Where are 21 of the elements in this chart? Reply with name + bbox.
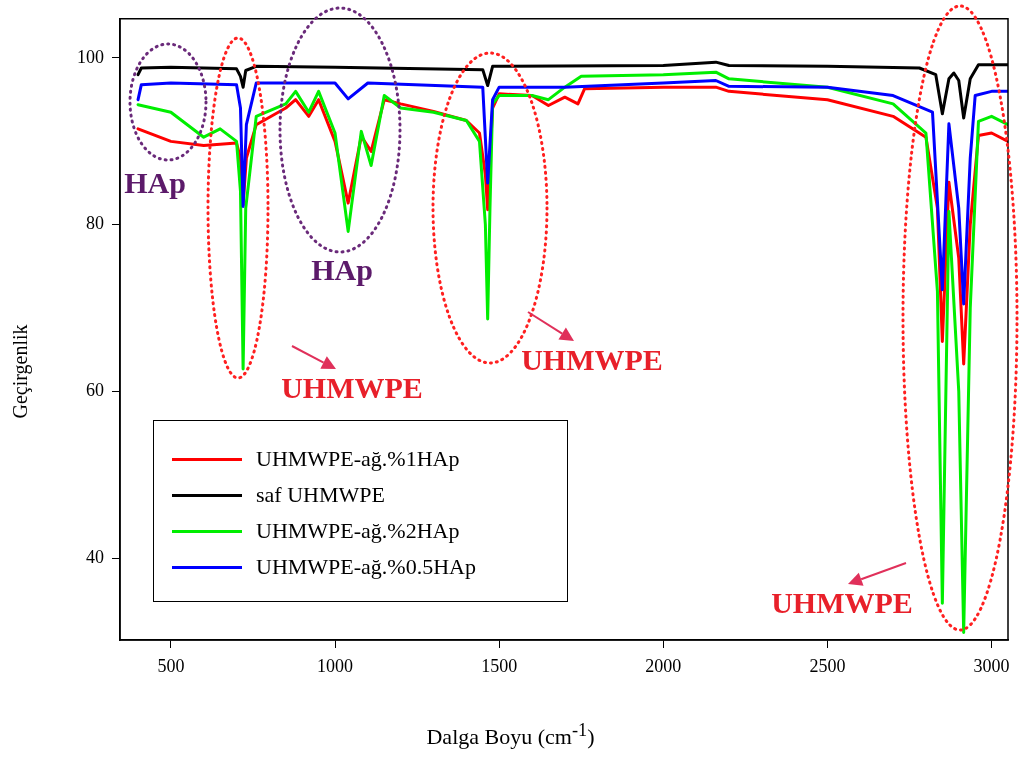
x-tick-label: 2000 <box>645 655 682 676</box>
annotation: HAp <box>124 165 186 199</box>
y-tick-label: 40 <box>86 547 104 568</box>
y-axis-title: Geçirgenlik <box>8 323 32 421</box>
annotation: HAp <box>311 252 373 286</box>
legend-label: saf UHMWPE <box>256 482 385 508</box>
x-tick-label: 500 <box>157 655 185 676</box>
x-tick-label: 2500 <box>809 655 846 676</box>
x-tick-label: 1000 <box>317 655 354 676</box>
y-tick-label: 80 <box>86 213 104 234</box>
annotation: UHMWPE <box>521 342 663 376</box>
x-tick-label: 1500 <box>481 655 518 676</box>
annotation: UHMWPE <box>281 370 423 404</box>
annotation: UHMWPE <box>771 585 913 619</box>
x-axis-title: Dalga Boyu (cm$^{-1}$) <box>425 720 596 751</box>
y-tick-label: 100 <box>77 46 104 67</box>
x-tick-label: 3000 <box>973 655 1010 676</box>
y-tick-label: 60 <box>86 380 104 401</box>
legend-label: UHMWPE-ağ.%0.5HAp <box>256 554 476 580</box>
legend-label: UHMWPE-ağ.%1HAp <box>256 446 460 472</box>
legend-label: UHMWPE-ağ.%2HAp <box>256 518 460 544</box>
